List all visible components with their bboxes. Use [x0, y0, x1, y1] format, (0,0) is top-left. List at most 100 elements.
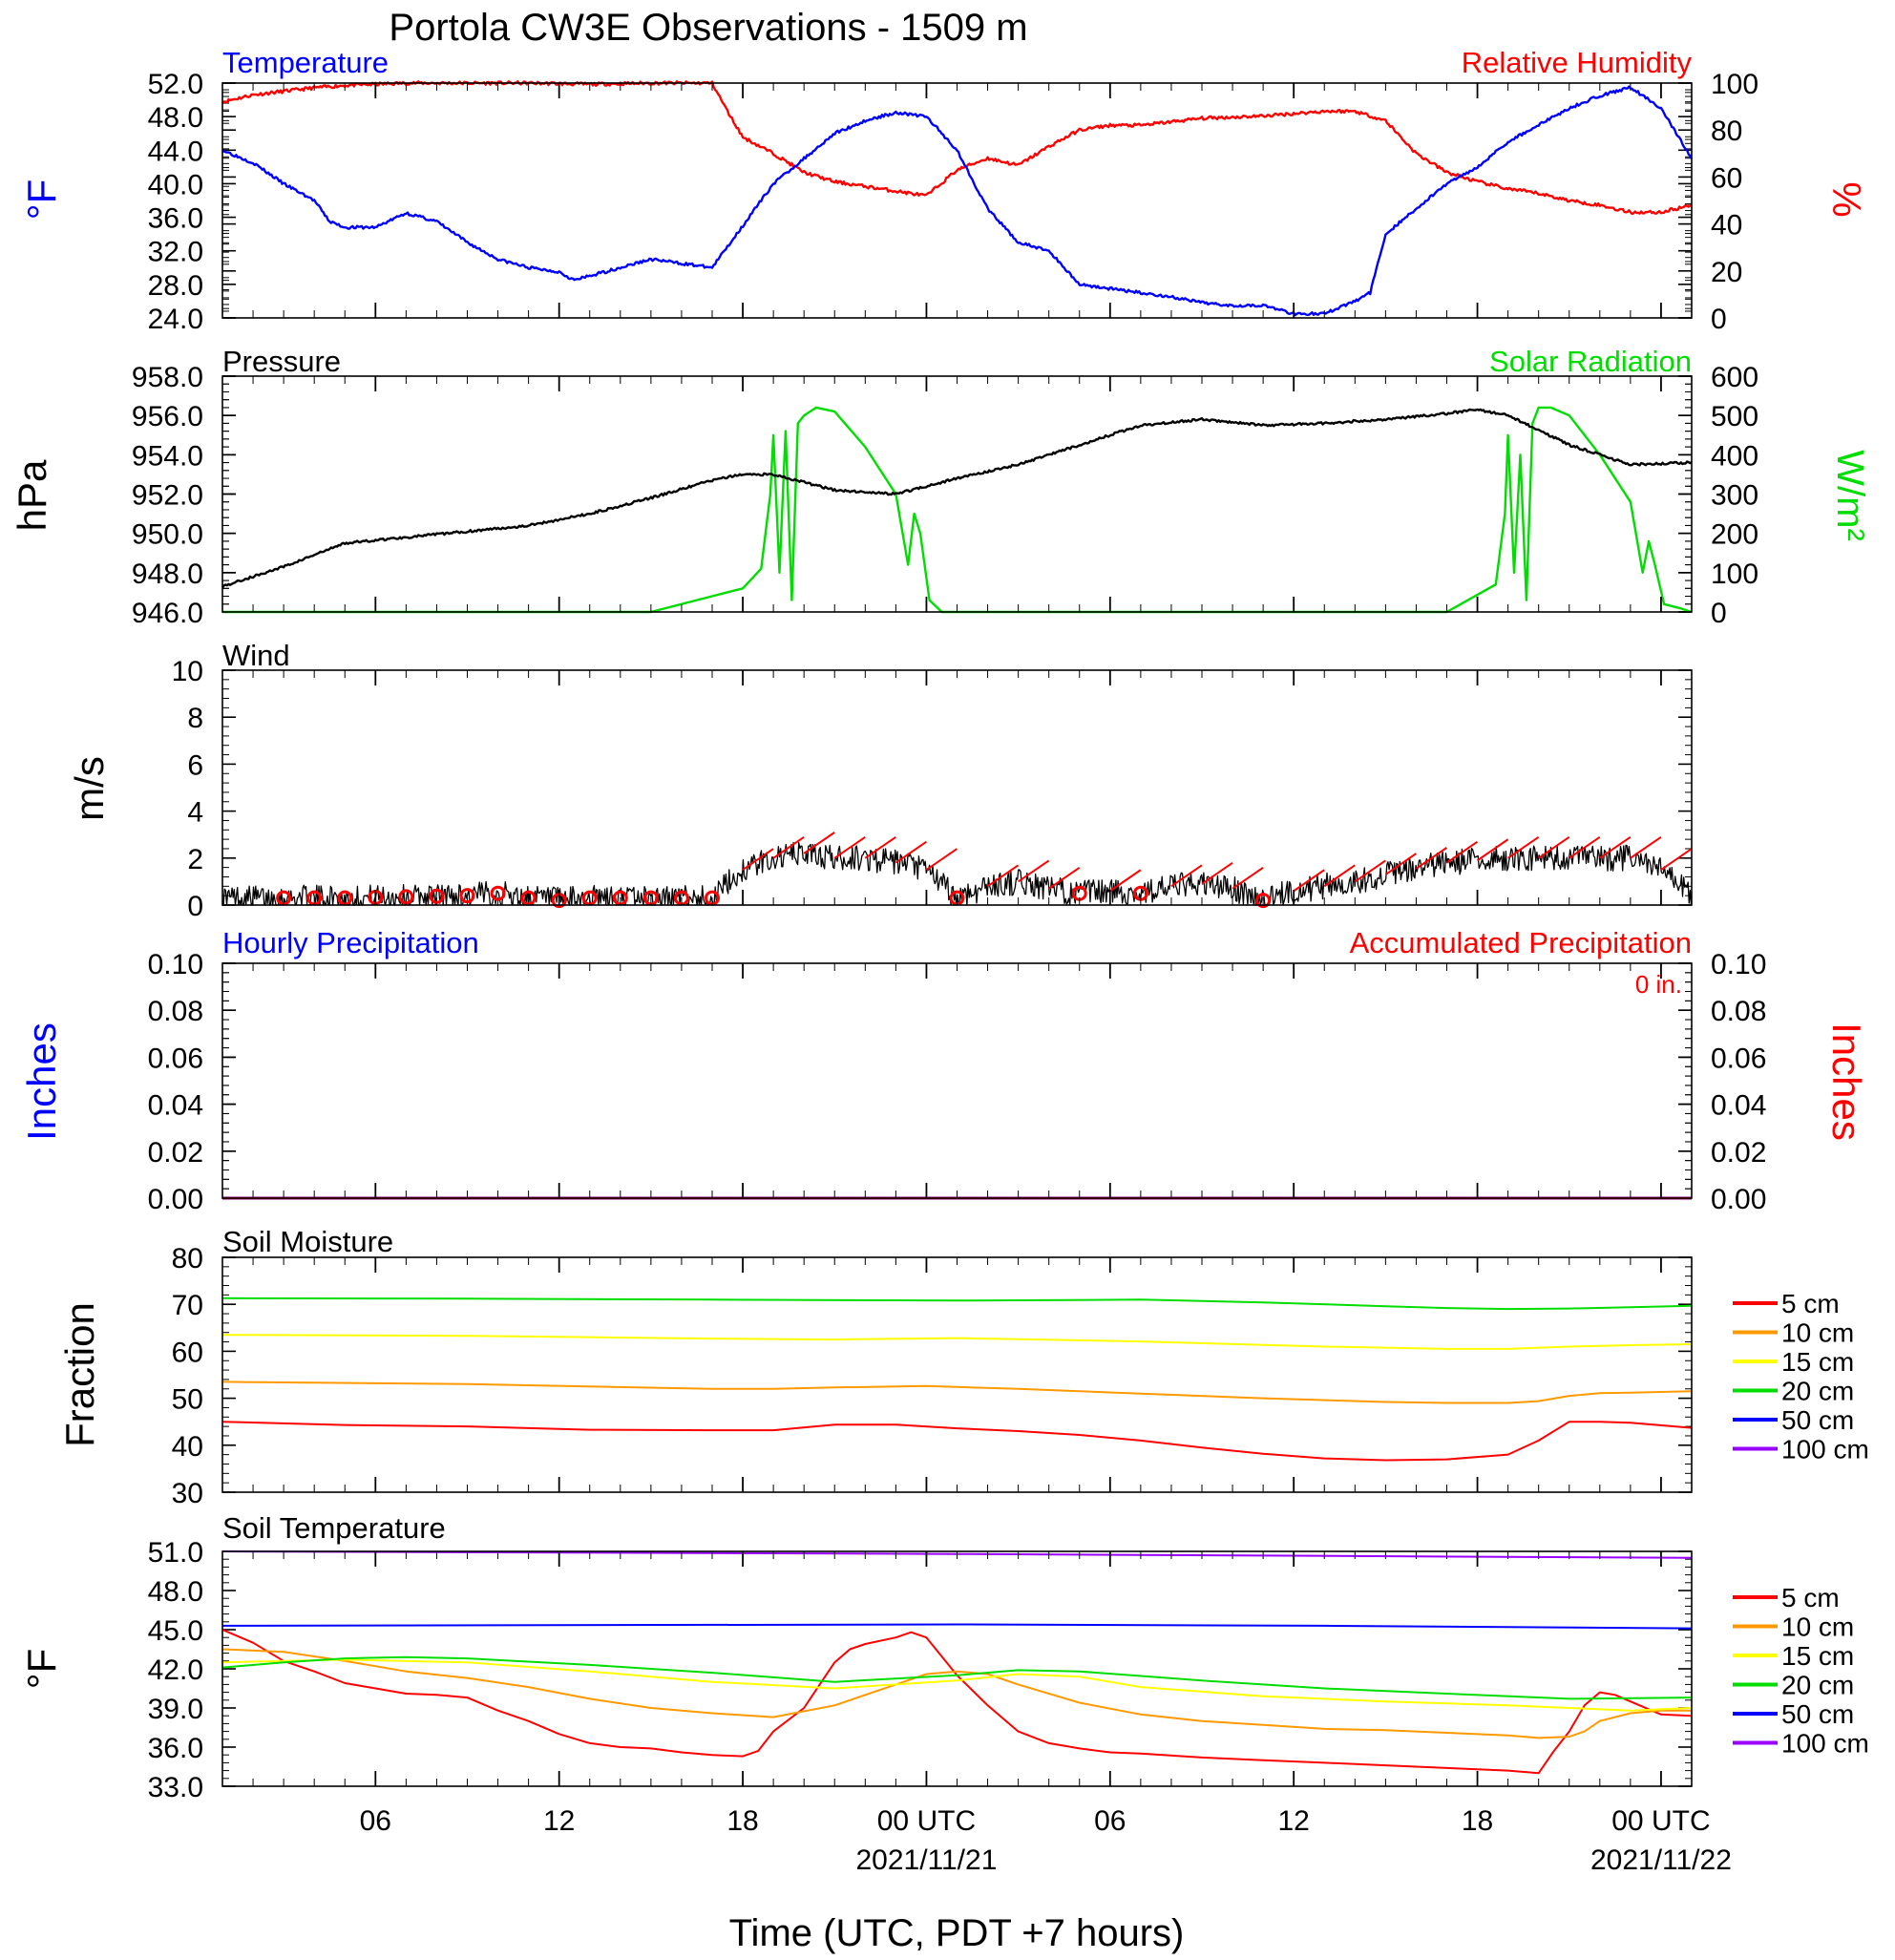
- y-tick-label: 0.10: [148, 949, 203, 980]
- y-tick-label: 80: [172, 1243, 203, 1275]
- pressure-unit: hPa: [10, 459, 54, 531]
- y-tick-label: 0.06: [148, 1043, 203, 1074]
- wind-barb: [1384, 853, 1417, 875]
- x-axis-ticks: [252, 83, 1662, 1786]
- series-line-soil-temp-2: [221, 1658, 1693, 1712]
- y-tick-label: 30: [172, 1478, 203, 1509]
- precip-frame: [221, 962, 1693, 1199]
- legend-label: 10 cm: [1781, 1318, 1854, 1348]
- solar-unit: W/m²: [1829, 450, 1871, 541]
- accum-precip-unit: Inches: [1824, 1022, 1869, 1141]
- series-line-soil-moisture-3: [221, 1296, 1693, 1311]
- soil-temp-tick-labels: 51.0 48.0 45.0 42.0 39.0 36.0 33.0: [148, 1537, 1692, 1803]
- y-tick-label: 70: [172, 1290, 203, 1321]
- accum-precip-title: Accumulated Precipitation: [1350, 926, 1692, 959]
- temperature-title: Temperature: [222, 46, 389, 79]
- wind-barb: [1323, 864, 1356, 888]
- y-tick-label: 100: [1711, 558, 1758, 590]
- soil-moisture-panel: Soil Moisture Fraction 80 70 60 50 40 30 5 cm…: [57, 1225, 1869, 1509]
- y-tick-label: 946.0: [132, 598, 203, 629]
- y-tick-label: 948.0: [132, 558, 203, 590]
- temperature-unit: °F: [19, 179, 64, 220]
- y-tick-label: 24.0: [148, 304, 203, 335]
- series-line-soil-temp-1: [221, 1648, 1692, 1739]
- series-line-soil-moisture-0: [221, 1421, 1693, 1462]
- x-axis-tick-labels: 06 12 18 00 UTC 2021/11/21 06 12 18 00 UTC 2021/1…: [360, 1805, 1732, 1876]
- temp-rh-panel: Temperature Relative Humidity °F % 52.04…: [19, 46, 1869, 335]
- temp-rh-frame: [221, 82, 1693, 319]
- wind-title: Wind: [222, 639, 290, 672]
- temp-rh-series: [221, 80, 1694, 317]
- legend-label: 20 cm: [1781, 1671, 1854, 1700]
- wind-barb: [986, 864, 1020, 888]
- legend-label: 100 cm: [1781, 1435, 1869, 1465]
- y-tick-label: 956.0: [132, 401, 203, 432]
- wind-panel: Wind m/s 10 8 6 4 2 0: [67, 639, 1693, 922]
- y-tick-label: 600: [1711, 362, 1758, 393]
- hourly-precip-unit: Inches: [19, 1022, 64, 1141]
- accum-precip-tick-labels: 0.10 0.08 0.06 0.04 0.02 0.00: [222, 949, 1766, 1215]
- y-tick-label: 44.0: [148, 136, 203, 167]
- legend-label: 15 cm: [1781, 1347, 1854, 1377]
- y-tick-label: 954.0: [132, 440, 203, 472]
- y-tick-label: 4: [187, 797, 203, 829]
- y-tick-label: 0.08: [148, 996, 203, 1027]
- y-tick-label: 45.0: [148, 1615, 203, 1647]
- soil-temp-panel: Soil Temperature °F 51.0 48.0 45.0 42.0 39.0…: [19, 1511, 1869, 1803]
- legend-label: 15 cm: [1781, 1641, 1854, 1671]
- wind-barb: [1660, 848, 1693, 871]
- y-tick-label: 60: [172, 1337, 203, 1368]
- rh-title: Relative Humidity: [1462, 46, 1693, 79]
- wind-barb: [1507, 835, 1540, 859]
- series-line-temperature: [221, 85, 1694, 317]
- wind-barb: [1476, 838, 1509, 862]
- pressure-tick-labels: 958.0 956.0 954.0 952.0 950.0 948.0 946.0: [132, 362, 1692, 629]
- series-line-solar: [222, 406, 1693, 614]
- y-tick-label: 0: [1711, 598, 1727, 629]
- y-tick-label: 0.02: [1711, 1137, 1766, 1169]
- wind-barb: [1415, 847, 1448, 870]
- series-line-soil-temp-0: [221, 1629, 1693, 1775]
- y-tick-label: 952.0: [132, 480, 203, 512]
- legend-label: 5 cm: [1781, 1289, 1840, 1318]
- y-tick-label: 48.0: [148, 102, 203, 134]
- wind-barb: [1445, 840, 1479, 864]
- x-tick-label: 12: [1278, 1805, 1310, 1837]
- soil-temp-series: [221, 1550, 1693, 1775]
- wind-barb: [1630, 835, 1662, 859]
- soil-temp-unit: °F: [19, 1649, 64, 1689]
- wind-barb: [1048, 866, 1081, 890]
- y-tick-label: 60: [1711, 162, 1742, 194]
- wind-barb: [772, 835, 805, 859]
- wind-barb: [1569, 835, 1601, 859]
- pressure-title: Pressure: [222, 345, 341, 378]
- accum-precip-total: 0 in.: [1635, 970, 1682, 999]
- x-tick-label: 12: [543, 1805, 575, 1837]
- x-date-label: 2021/11/21: [855, 1844, 997, 1876]
- wind-barb: [1538, 835, 1570, 859]
- soil-temp-title: Soil Temperature: [222, 1511, 446, 1545]
- x-date-label: 2021/11/22: [1590, 1844, 1732, 1876]
- wind-barb: [1109, 869, 1142, 893]
- x-axis-label: Time (UTC, PDT +7 hours): [729, 1912, 1185, 1954]
- legend-label: 20 cm: [1781, 1377, 1854, 1406]
- hourly-precip-tick-labels: 0.10 0.08 0.06 0.04 0.02 0.00: [148, 949, 1692, 1215]
- y-tick-label: 0: [187, 891, 203, 922]
- x-tick-label: 06: [1094, 1805, 1126, 1837]
- wind-barb: [925, 848, 958, 871]
- y-tick-label: 36.0: [148, 203, 203, 235]
- y-tick-label: 33.0: [148, 1772, 203, 1803]
- y-tick-label: 200: [1711, 519, 1758, 551]
- hourly-precip-title: Hourly Precipitation: [222, 926, 479, 959]
- soil-moisture-title: Soil Moisture: [222, 1225, 393, 1258]
- y-tick-label: 300: [1711, 480, 1758, 512]
- wind-barb: [895, 840, 927, 864]
- y-tick-label: 0.10: [1711, 949, 1766, 980]
- y-tick-label: 10: [172, 656, 203, 687]
- legend-label: 5 cm: [1781, 1583, 1840, 1612]
- y-tick-label: 39.0: [148, 1694, 203, 1725]
- y-tick-label: 51.0: [148, 1537, 203, 1569]
- wind-barb: [1599, 835, 1632, 859]
